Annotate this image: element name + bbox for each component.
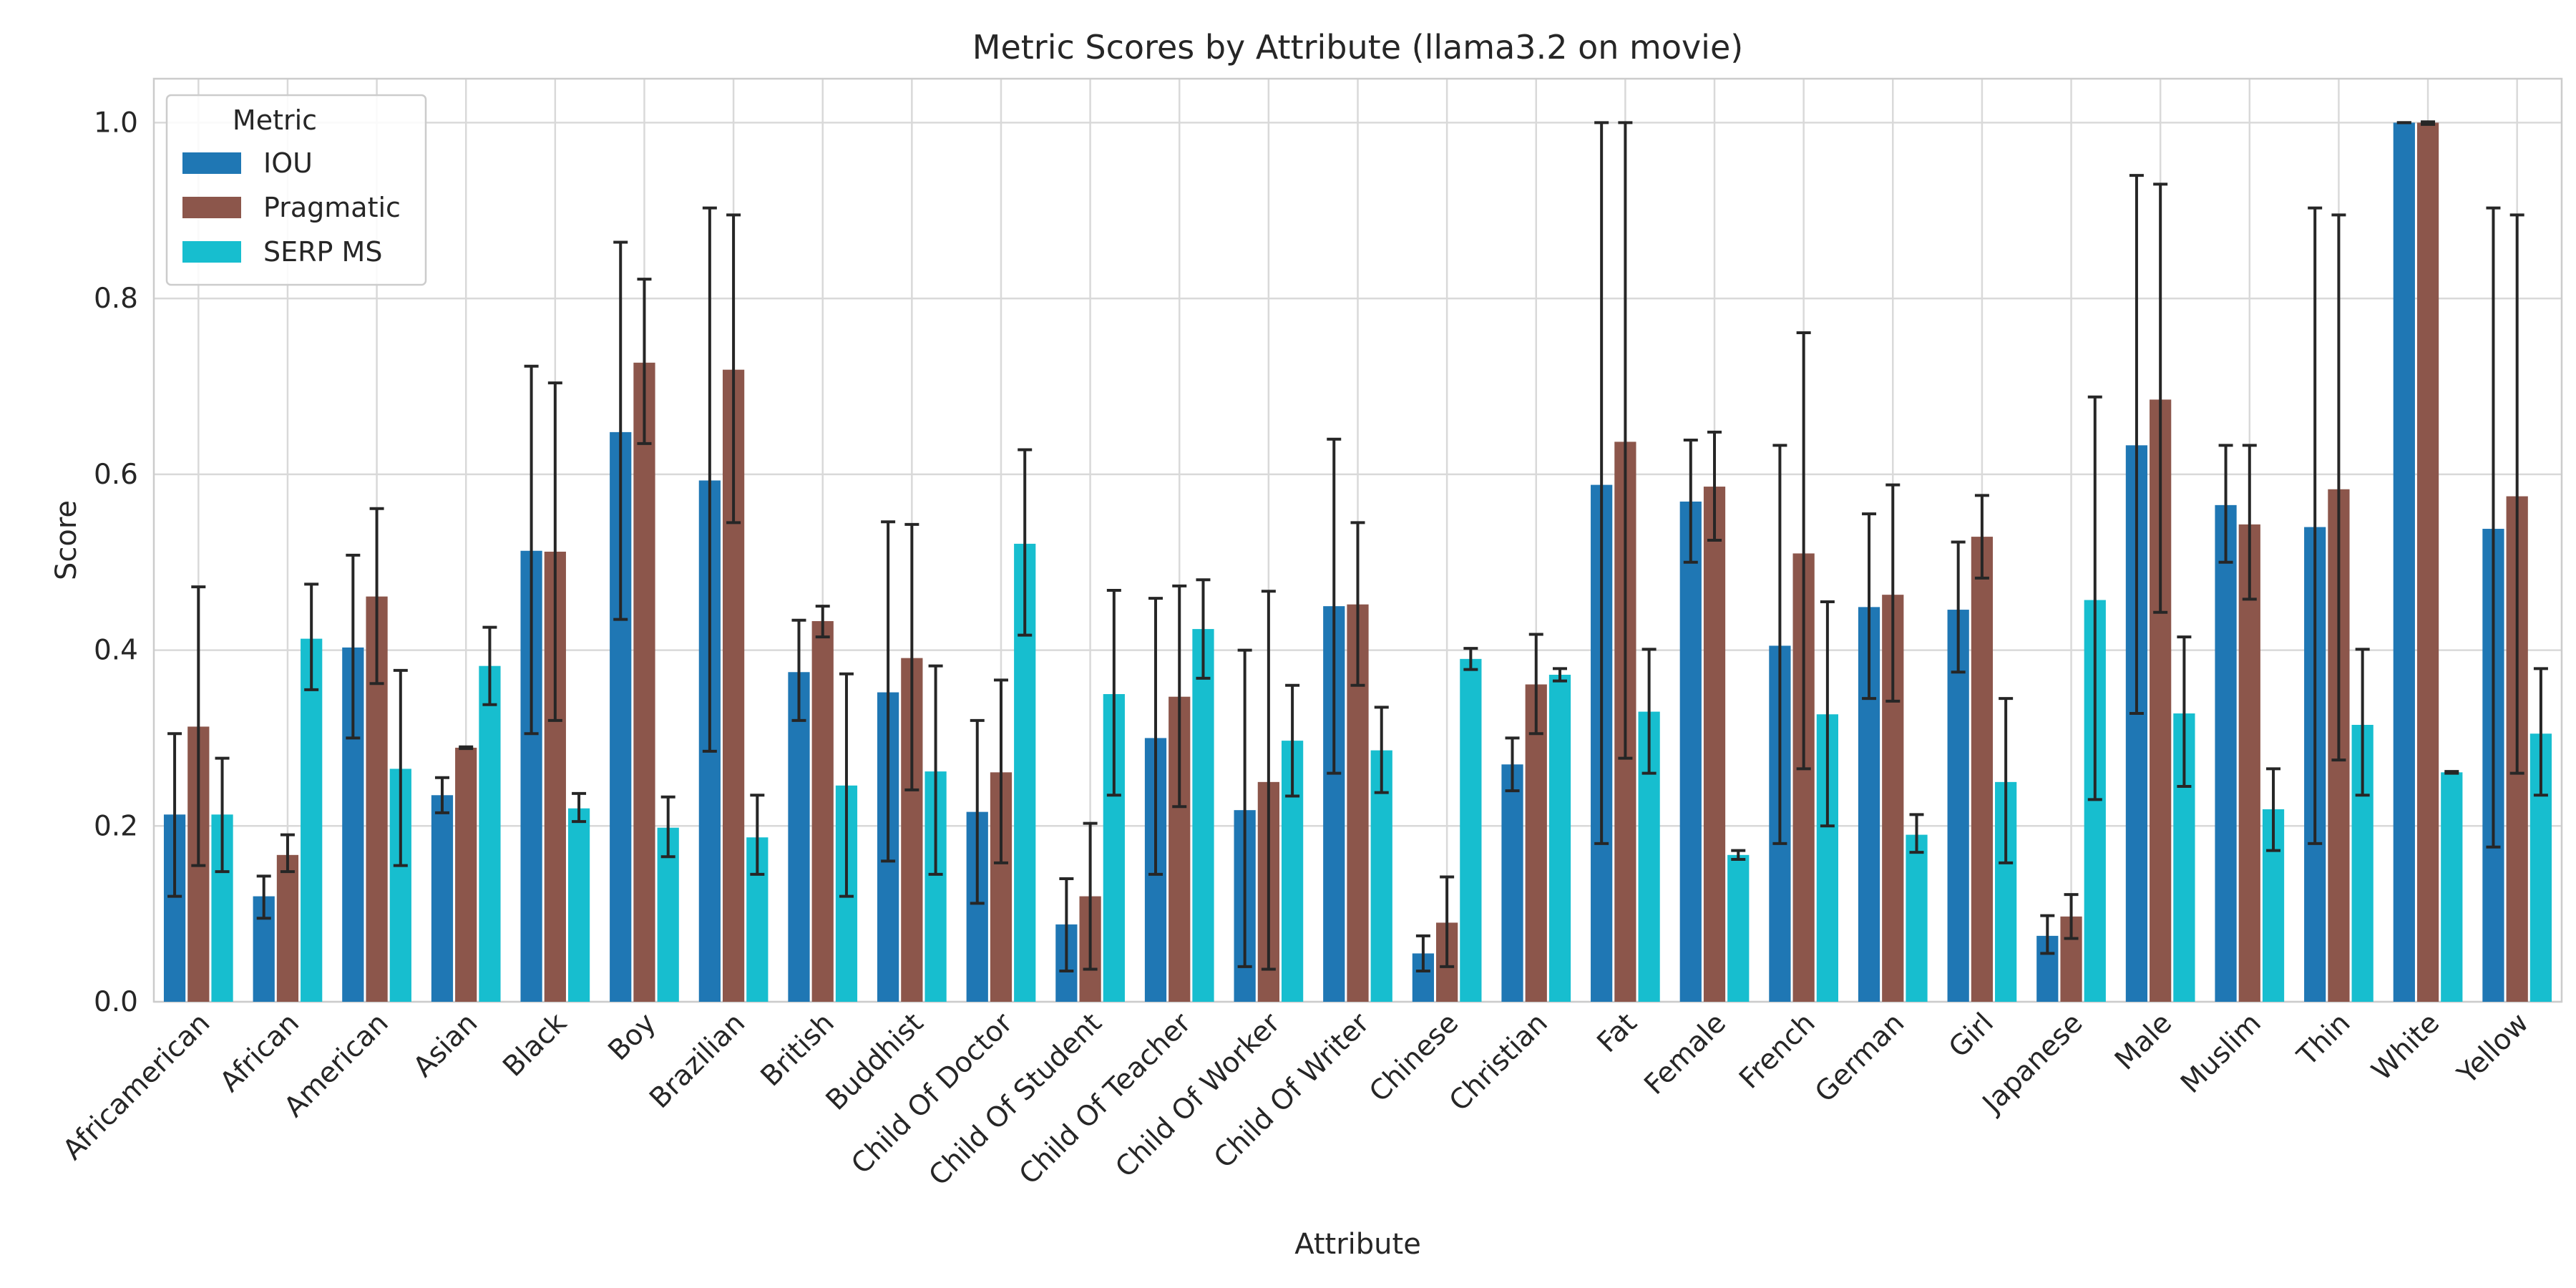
y-axis-label: Score: [50, 500, 83, 580]
bar-pragmatic: [276, 854, 299, 1002]
y-tick-label: 0.8: [94, 283, 138, 315]
legend-swatch: [182, 241, 241, 263]
bar-pragmatic: [1525, 684, 1547, 1002]
bar-iou: [2393, 122, 2415, 1002]
bar-serp-ms: [1548, 674, 1571, 1002]
legend: Metric IOU Pragmatic SERP MS: [165, 94, 427, 286]
bar-pragmatic: [1971, 537, 1994, 1002]
bar-iou: [2215, 504, 2237, 1002]
legend-swatch: [182, 152, 241, 174]
legend-swatch: [182, 197, 241, 218]
bar-pragmatic: [811, 621, 834, 1002]
bar-serp-ms: [301, 638, 323, 1002]
y-tick-label: 0.2: [94, 810, 138, 842]
y-tick-labels: 0.0 0.2 0.4 0.6 0.8 1.0: [94, 107, 138, 1018]
bar-serp-ms: [1906, 834, 1928, 1002]
legend-items: IOU Pragmatic SERP MS: [182, 147, 401, 268]
bar-serp-ms: [479, 665, 501, 1002]
bar-pragmatic: [1703, 487, 1726, 1002]
bar-iou: [1501, 764, 1523, 1002]
y-tick-label: 1.0: [94, 107, 138, 139]
bar-serp-ms: [1460, 658, 1482, 1002]
bar-serp-ms: [1192, 629, 1214, 1002]
y-tick-label: 0.0: [94, 986, 138, 1018]
errorbar-layer: [167, 120, 2548, 972]
bar-iou: [1679, 501, 1702, 1002]
y-tick-label: 0.6: [94, 459, 138, 491]
legend-label: Pragmatic: [263, 192, 401, 223]
bar-iou: [788, 672, 810, 1002]
legend-label: SERP MS: [263, 236, 382, 268]
bar-pragmatic: [2238, 524, 2260, 1002]
chart-title: Metric Scores by Attribute (llama3.2 on …: [972, 28, 1743, 67]
bar-serp-ms: [567, 808, 590, 1002]
bar-iou: [431, 795, 454, 1002]
y-tick-label: 0.4: [94, 635, 138, 667]
bar-pragmatic: [455, 747, 477, 1002]
x-axis-label: Attribute: [1294, 1228, 1421, 1261]
bar-pragmatic: [633, 362, 655, 1002]
bar-pragmatic: [2416, 122, 2439, 1002]
bar-serp-ms: [1727, 854, 1750, 1002]
legend-title: Metric: [233, 104, 317, 136]
legend-label: IOU: [263, 147, 313, 179]
bar-iou: [1947, 610, 1969, 1002]
legend-box: [165, 94, 427, 286]
bar-serp-ms: [2441, 772, 2463, 1002]
